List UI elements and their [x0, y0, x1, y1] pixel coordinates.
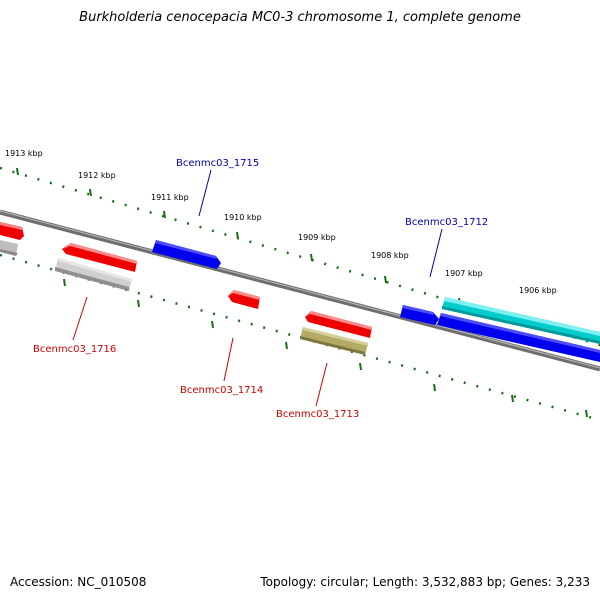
ruler-label: 1909 kbp [298, 233, 336, 242]
accession-text: Accession: NC_010508 [10, 575, 147, 589]
gene-forward-large[interactable] [437, 313, 600, 362]
ruler-label: 1911 kbp [151, 193, 189, 202]
leader-lines [72, 169, 443, 407]
gene-label-1713[interactable]: Bcenmc03_1713 [276, 409, 359, 420]
gene-bcenmc03-1714[interactable] [228, 290, 260, 309]
ruler-labels: 1913 kbp 1912 kbp 1911 kbp 1910 kbp 1909… [5, 149, 557, 295]
gene-label-1716[interactable]: Bcenmc03_1716 [33, 344, 116, 355]
gene-bcenmc03-1716[interactable] [62, 243, 137, 272]
chromosome-backbone [0, 209, 600, 372]
ruler-label: 1906 kbp [519, 286, 557, 295]
gene-label-1715[interactable]: Bcenmc03_1715 [176, 158, 259, 169]
ruler-label: 1912 kbp [78, 171, 116, 180]
gene-bcenmc03-1715[interactable] [152, 240, 221, 269]
ruler-label: 1913 kbp [5, 149, 43, 158]
ruler-label: 1910 kbp [224, 213, 262, 222]
gene-bcenmc03-1712[interactable] [442, 297, 600, 344]
gene-forward-small[interactable] [400, 305, 439, 325]
gene-partial-red[interactable] [0, 222, 24, 240]
rna-feature-1713[interactable] [300, 327, 368, 355]
gene-labels: Bcenmc03_1715 Bcenmc03_1712 Bcenmc03_171… [33, 158, 488, 420]
gene-label-1712[interactable]: Bcenmc03_1712 [405, 217, 488, 228]
pseudo-feature-1716[interactable] [55, 258, 132, 291]
gene-label-1714[interactable]: Bcenmc03_1714 [180, 385, 263, 396]
ruler-label: 1908 kbp [371, 251, 409, 260]
genome-summary-text: Topology: circular; Length: 3,532,883 bp… [260, 575, 590, 589]
ruler-label: 1907 kbp [445, 269, 483, 278]
gene-bcenmc03-1713[interactable] [305, 311, 372, 338]
diagram-title: Burkholderia cenocepacia MC0-3 chromosom… [79, 10, 521, 25]
gene-partial-gray[interactable] [0, 240, 18, 256]
